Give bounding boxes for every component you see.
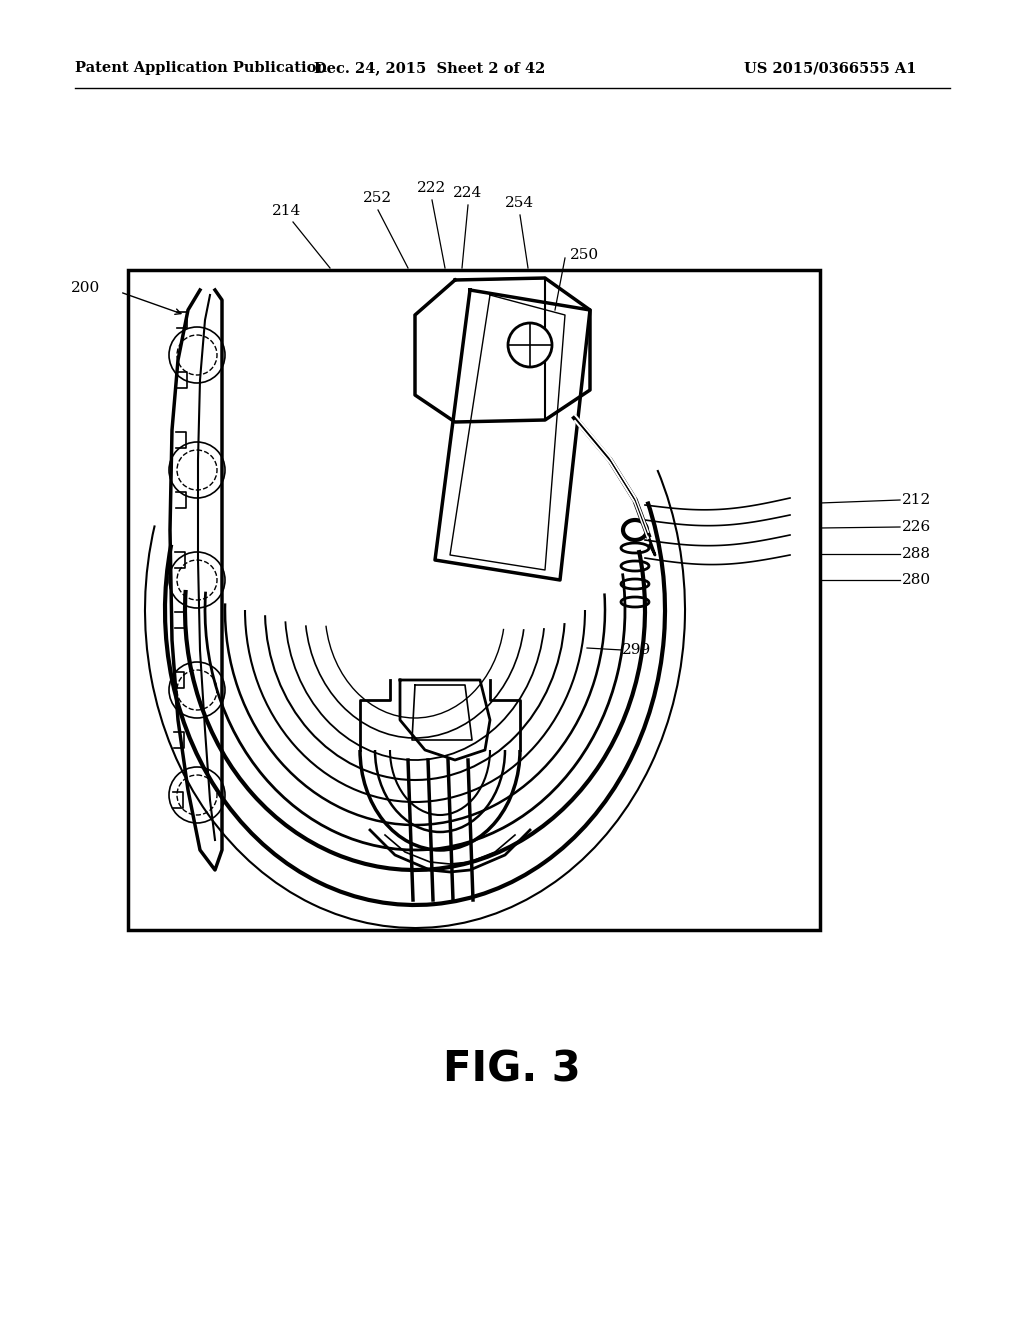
Text: 250: 250	[570, 248, 599, 261]
Text: 288: 288	[902, 546, 931, 561]
Bar	[128, 271, 820, 931]
Circle shape	[508, 323, 552, 367]
Text: 252: 252	[364, 191, 392, 205]
Text: FIG. 3: FIG. 3	[443, 1049, 581, 1092]
Text: 226: 226	[902, 520, 931, 535]
Text: Dec. 24, 2015  Sheet 2 of 42: Dec. 24, 2015 Sheet 2 of 42	[314, 61, 546, 75]
Text: 214: 214	[272, 205, 302, 218]
Text: 299: 299	[622, 643, 651, 657]
Text: US 2015/0366555 A1: US 2015/0366555 A1	[743, 61, 916, 75]
Text: 222: 222	[418, 181, 446, 195]
Text: 224: 224	[454, 186, 482, 201]
Text: Patent Application Publication: Patent Application Publication	[75, 61, 327, 75]
Text: 200: 200	[71, 281, 100, 294]
Text: 280: 280	[902, 573, 931, 587]
Text: 212: 212	[902, 492, 931, 507]
Text: 254: 254	[506, 195, 535, 210]
